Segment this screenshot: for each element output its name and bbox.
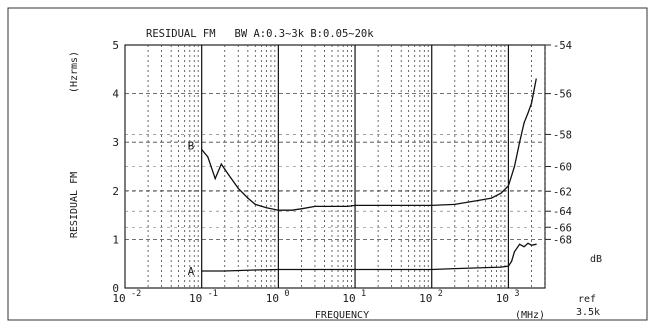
data-point-a xyxy=(530,244,533,246)
x-axis-label: FREQUENCY xyxy=(315,310,369,321)
y-tick-label: 5 xyxy=(112,39,119,52)
x-tick-label: 10 xyxy=(342,292,355,305)
chart-border xyxy=(7,7,648,321)
data-point-b xyxy=(431,204,433,206)
data-point-a xyxy=(507,265,510,267)
data-point-b xyxy=(527,112,529,114)
data-point-b xyxy=(523,122,525,124)
x-tick-label: 10 xyxy=(112,292,125,305)
y-tick-label: 1 xyxy=(112,233,119,246)
data-point-a xyxy=(224,270,226,272)
data-point-a xyxy=(484,266,486,269)
data-point-b xyxy=(513,165,516,168)
data-point-b xyxy=(519,141,521,143)
series-label-b: B xyxy=(188,139,195,152)
y-tick-label: 2 xyxy=(112,185,119,198)
data-point-b xyxy=(247,197,249,199)
x-axis-unit: (MHz) xyxy=(515,310,545,321)
data-point-a xyxy=(300,268,303,271)
data-point-b xyxy=(331,205,333,207)
data-point-b xyxy=(201,148,203,151)
data-point-a xyxy=(523,246,525,248)
data-point-a xyxy=(535,243,537,245)
data-point-b xyxy=(477,199,479,202)
data-point-b xyxy=(354,204,356,206)
data-point-b xyxy=(254,203,256,206)
right-axis-ref-label: ref xyxy=(578,294,596,305)
data-point-a xyxy=(331,268,333,271)
series-line-b xyxy=(201,78,537,211)
x-tick-label: 10 xyxy=(189,292,202,305)
data-point-a xyxy=(377,268,379,271)
data-point-a xyxy=(454,267,456,270)
db-tick-label: -56 xyxy=(553,89,572,101)
series: BA xyxy=(188,78,537,278)
data-point-b xyxy=(237,187,239,189)
data-point-b xyxy=(490,197,493,199)
data-point-a xyxy=(527,242,529,244)
db-tick-label: -66 xyxy=(553,222,572,234)
data-point-b xyxy=(377,204,379,206)
db-tick-label: -60 xyxy=(553,162,572,174)
right-axis-unit: dB xyxy=(590,254,602,265)
series-line-a xyxy=(201,242,537,272)
data-point-b xyxy=(530,102,533,104)
chart-title: RESIDUAL FM BW A:0.3~3k B:0.05~20k xyxy=(146,28,374,40)
data-point-a xyxy=(277,268,279,271)
data-point-a xyxy=(431,268,433,271)
data-point-b xyxy=(220,163,222,165)
x-tick-label: 10 xyxy=(266,292,279,305)
data-point-b xyxy=(347,205,349,207)
data-point-a xyxy=(201,270,203,272)
data-point-a xyxy=(513,250,516,253)
grid xyxy=(124,44,551,289)
data-point-b xyxy=(535,78,537,80)
db-tick-label: -58 xyxy=(553,129,572,141)
x-tick-exponent: 0 xyxy=(284,289,289,299)
right-axis-ref-value: 3.5k xyxy=(576,307,600,318)
data-point-b xyxy=(454,203,456,206)
data-point-a xyxy=(408,268,410,271)
db-tick-label: -64 xyxy=(553,206,572,218)
data-point-b xyxy=(500,192,502,194)
data-point-b xyxy=(507,185,510,187)
data-point-a xyxy=(510,260,513,262)
x-tick-exponent: 3 xyxy=(514,289,519,299)
x-tick-exponent: 2 xyxy=(438,289,443,299)
data-point-b xyxy=(314,205,316,207)
data-point-b xyxy=(277,209,279,211)
data-point-b xyxy=(300,208,303,210)
y-axis-unit: (Hzrms) xyxy=(69,51,80,93)
data-point-b xyxy=(291,209,293,211)
x-tick-label: 10 xyxy=(419,292,432,305)
y-axis-label: RESIDUAL FM xyxy=(69,172,80,238)
db-tick-label: -62 xyxy=(553,186,572,198)
data-point-a xyxy=(519,243,521,245)
x-tick-exponent: -1 xyxy=(208,289,218,299)
x-tick-label: 10 xyxy=(496,292,509,305)
data-point-b xyxy=(227,173,229,175)
x-tick-exponent: -2 xyxy=(131,289,141,299)
db-tick-label: -54 xyxy=(553,40,572,52)
data-point-b xyxy=(408,204,410,206)
x-tick-exponent: 1 xyxy=(361,289,366,299)
data-point-a xyxy=(254,269,256,271)
data-point-b xyxy=(265,207,268,209)
y-tick-label: 0 xyxy=(112,282,119,295)
series-label-a: A xyxy=(188,265,195,278)
y-tick-label: 4 xyxy=(112,88,119,101)
data-point-b xyxy=(214,178,216,180)
data-point-a xyxy=(500,266,502,268)
db-tick-label: -68 xyxy=(553,234,572,246)
data-point-b xyxy=(207,156,209,158)
data-point-a xyxy=(354,268,356,271)
y-tick-label: 3 xyxy=(112,136,119,149)
